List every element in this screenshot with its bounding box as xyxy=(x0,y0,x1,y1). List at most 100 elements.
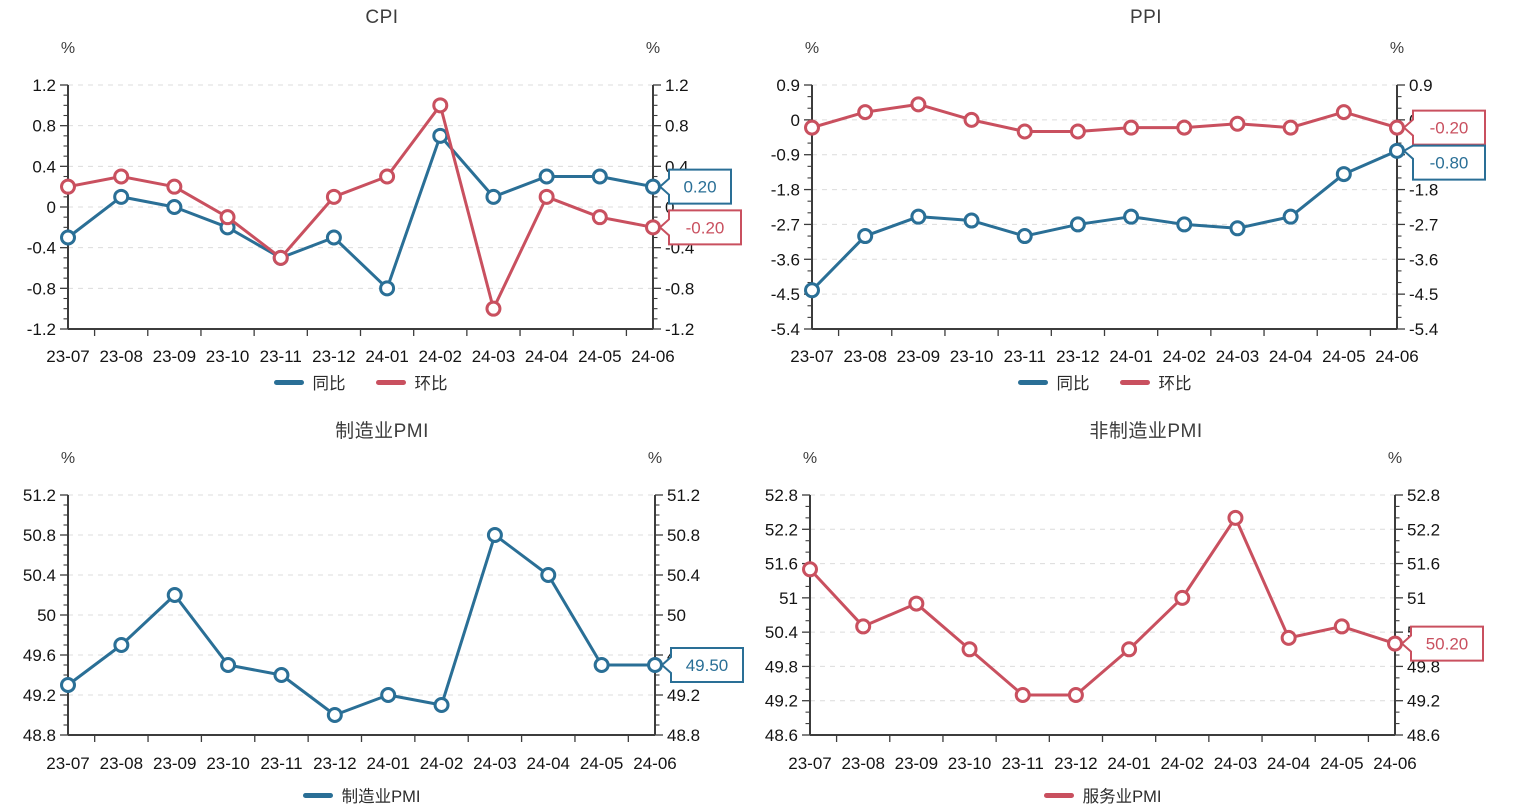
svg-text:52.2: 52.2 xyxy=(1407,520,1440,539)
svg-text:51.6: 51.6 xyxy=(1407,555,1440,574)
svg-text:-1.2: -1.2 xyxy=(27,320,56,339)
data-point-mom xyxy=(857,104,874,121)
legend-swatch-manufacturing-pmi xyxy=(302,792,333,798)
svg-text:49.50: 49.50 xyxy=(686,656,729,675)
data-point-manufacturing-pmi xyxy=(486,527,503,543)
x-axis-ticks xyxy=(835,735,1370,742)
svg-text:24-05: 24-05 xyxy=(1320,754,1363,773)
data-point-yoy xyxy=(1069,216,1086,233)
svg-text:-4.5: -4.5 xyxy=(1409,285,1438,304)
svg-text:23-10: 23-10 xyxy=(206,347,249,366)
svg-text:-0.20: -0.20 xyxy=(686,218,725,237)
svg-text:0.9: 0.9 xyxy=(776,76,800,95)
svg-text:52.8: 52.8 xyxy=(765,486,798,505)
data-point-mom xyxy=(325,188,342,205)
svg-text:48.8: 48.8 xyxy=(667,726,700,745)
svg-text:0.8: 0.8 xyxy=(665,117,689,136)
data-point-services-pmi xyxy=(802,561,818,578)
y-axis-unit-right: % xyxy=(1389,40,1405,57)
data-point-yoy xyxy=(538,168,555,185)
data-point-yoy xyxy=(485,188,502,205)
svg-text:50: 50 xyxy=(667,606,686,625)
svg-text:-0.8: -0.8 xyxy=(665,279,694,298)
data-point-mom xyxy=(1389,119,1405,136)
svg-text:23-11: 23-11 xyxy=(1004,347,1046,366)
svg-text:23-09: 23-09 xyxy=(153,754,196,773)
svg-text:24-06: 24-06 xyxy=(1373,754,1416,773)
y-axis-unit-right: % xyxy=(1387,450,1403,467)
svg-text:23-12: 23-12 xyxy=(312,347,355,366)
svg-text:51.2: 51.2 xyxy=(667,486,700,505)
data-point-yoy xyxy=(1335,166,1352,183)
svg-text:23-07: 23-07 xyxy=(46,754,89,773)
x-axis-labels: 23-07 23-08 23-09 23-10 23-11 23-12 24-01 24-02… xyxy=(46,754,676,773)
legend-swatch-mom xyxy=(375,379,406,385)
x-axis-labels: 23-07 23-08 23-09 23-10 23-11 23-12 24-01 24-02… xyxy=(788,754,1416,773)
y-axis-labels: 1.2 1.20.8 0.80.4 0.40 0-0.4 -0.4-0.8 -0.8-1.2… xyxy=(27,76,695,339)
svg-text:23-07: 23-07 xyxy=(790,347,833,366)
x-axis-ticks xyxy=(837,329,1372,336)
legend-label-mom: 环比 xyxy=(414,375,448,393)
end-value-callout-yoy: -0.80 xyxy=(1402,144,1486,181)
legend-item-yoy[interactable]: 同比 xyxy=(273,370,346,394)
x-axis-labels: 23-07 23-08 23-09 23-10 23-11 23-12 24-01 24-02… xyxy=(46,347,674,366)
end-value-callout-yoy: 0.20 xyxy=(658,168,732,205)
svg-text:48.8: 48.8 xyxy=(23,726,56,745)
svg-text:1.2: 1.2 xyxy=(665,76,689,95)
data-point-yoy xyxy=(113,188,130,205)
data-point-yoy xyxy=(1389,142,1405,159)
end-value-callout-manufacturing-pmi: 49.50 xyxy=(660,647,744,683)
legend-item-manufacturing-pmi[interactable]: 制造业PMI xyxy=(302,783,420,807)
svg-text:23-10: 23-10 xyxy=(948,754,991,773)
legend-item-yoy[interactable]: 同比 xyxy=(1017,370,1090,394)
svg-text:24-01: 24-01 xyxy=(365,347,408,366)
svg-text:24-04: 24-04 xyxy=(1269,347,1312,366)
svg-text:24-06: 24-06 xyxy=(633,754,676,773)
y-axis-unit-right: % xyxy=(645,40,661,57)
data-point-services-pmi xyxy=(1014,687,1031,703)
series-mom xyxy=(804,96,1405,140)
svg-text:-3.6: -3.6 xyxy=(1409,250,1438,269)
data-point-services-pmi xyxy=(1227,509,1244,526)
chart-nonmanufacturing-pmi: 非制造业PMI % % 52.8 52.8 52.2 52.2 51.6 51.6 51 51… xyxy=(764,400,1528,807)
svg-text:24-05: 24-05 xyxy=(1322,347,1365,366)
nonmanufacturing-pmi-plot-canvas: 52.852.852.252.251.651.6515150.450.449.8… xyxy=(765,486,1484,773)
data-point-yoy xyxy=(1123,208,1140,225)
axes xyxy=(809,495,1396,736)
chart-title-nonmanufacturing-pmi: 非制造业PMI xyxy=(1089,421,1203,442)
legend-swatch-yoy xyxy=(1017,379,1048,385)
gridlines xyxy=(810,494,1395,702)
svg-text:23-11: 23-11 xyxy=(260,347,302,366)
data-point-yoy xyxy=(963,212,980,229)
svg-text:52.2: 52.2 xyxy=(765,520,798,539)
cpi-legend: 同比 环比 xyxy=(68,370,653,394)
legend-item-services-pmi[interactable]: 服务业PMI xyxy=(1043,783,1161,807)
y-axis-unit-left: % xyxy=(802,450,818,467)
svg-text:49.6: 49.6 xyxy=(23,646,56,665)
data-point-mom xyxy=(963,111,980,128)
data-point-manufacturing-pmi xyxy=(326,707,343,723)
data-point-mom xyxy=(1229,115,1246,132)
svg-text:48.6: 48.6 xyxy=(765,726,798,745)
svg-text:24-06: 24-06 xyxy=(1375,347,1418,366)
data-point-mom xyxy=(1069,123,1086,140)
svg-text:23-11: 23-11 xyxy=(260,754,302,773)
svg-text:-5.4: -5.4 xyxy=(771,320,800,339)
data-point-mom xyxy=(1176,119,1193,136)
data-point-mom xyxy=(1123,119,1140,136)
series-yoy xyxy=(60,127,661,297)
svg-text:24-04: 24-04 xyxy=(527,754,570,773)
legend-item-mom[interactable]: 环比 xyxy=(1119,370,1192,394)
svg-text:23-07: 23-07 xyxy=(788,754,831,773)
data-point-yoy xyxy=(166,199,183,215)
series-mom xyxy=(60,97,661,317)
svg-text:23-12: 23-12 xyxy=(313,754,356,773)
data-point-services-pmi xyxy=(1280,629,1297,646)
svg-text:49.8: 49.8 xyxy=(1407,657,1440,676)
legend-item-mom[interactable]: 环比 xyxy=(375,370,448,394)
data-point-mom xyxy=(645,219,661,236)
svg-text:49.2: 49.2 xyxy=(667,686,700,705)
data-point-mom xyxy=(1335,104,1352,121)
data-point-services-pmi xyxy=(1174,589,1191,606)
